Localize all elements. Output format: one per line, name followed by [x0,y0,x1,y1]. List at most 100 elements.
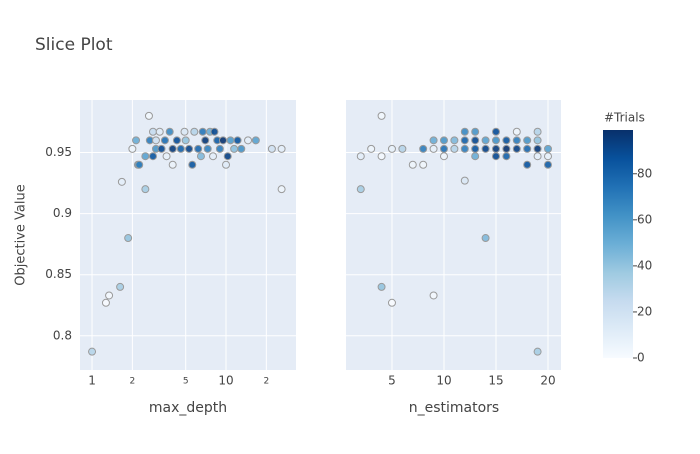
x-axis-label: max_depth [149,400,227,416]
data-point [277,185,286,194]
data-point [419,144,428,153]
data-point [215,144,224,153]
data-point [116,282,125,291]
data-point [168,160,177,169]
data-point [210,127,219,136]
data-point [172,136,181,145]
data-point [88,347,97,356]
data-point [194,144,203,153]
data-point [491,136,500,145]
colorbar-tick-label: 20 [637,304,652,318]
data-point [105,291,114,300]
x-tick-label: 5 [388,374,396,388]
data-point [481,144,490,153]
data-point [277,144,286,153]
data-point [471,127,480,136]
y-tick-label: 0.85 [45,267,72,281]
data-point [267,144,276,153]
x-tick-label: 15 [488,374,503,388]
data-point [135,160,144,169]
x-tick-label: 2 [130,377,136,387]
x-tick-label: 10 [218,374,233,388]
data-point [533,136,542,145]
data-point [512,144,521,153]
data-point [157,144,166,153]
data-point [185,144,194,153]
data-point [419,160,428,169]
x-tick-label: 20 [540,374,555,388]
colorbar-tick-label: 60 [637,212,652,226]
data-point [502,152,511,161]
data-point [533,127,542,136]
data-point [512,127,521,136]
data-point [429,144,438,153]
data-point [203,144,212,153]
plot-area [80,100,296,370]
data-point [151,136,160,145]
data-point [408,160,417,169]
data-point [439,152,448,161]
data-point [377,111,386,120]
data-point [155,127,164,136]
data-point [168,144,177,153]
x-tick-label: 10 [436,374,451,388]
data-point [124,234,133,243]
data-point [543,152,552,161]
data-point [471,152,480,161]
data-point [460,136,469,145]
data-point [165,127,174,136]
data-point [387,144,396,153]
data-point [450,144,459,153]
data-point [450,136,459,145]
data-point [429,136,438,145]
data-point [180,127,189,136]
colorbar-tick-label: 40 [637,258,652,272]
x-tick-label: 2 [263,377,269,387]
colorbar-tick-label: 0 [637,351,645,365]
data-point [491,152,500,161]
data-point [460,176,469,185]
data-point [196,152,205,161]
data-point [201,136,210,145]
data-point [523,160,532,169]
data-point [219,136,228,145]
data-point [533,347,542,356]
data-point [233,136,242,145]
y-tick-label: 0.95 [45,145,72,159]
data-point [533,152,542,161]
data-point [222,160,231,169]
colorbar-title: #Trials [604,111,645,125]
data-point [176,144,185,153]
data-point [481,136,490,145]
data-point [226,136,235,145]
data-point [460,127,469,136]
data-point [398,144,407,153]
data-point [132,136,141,145]
data-point [429,291,438,300]
x-tick-label: 1 [88,374,96,388]
data-point [377,152,386,161]
x-axis-label: n_estimators [409,400,499,416]
data-point [162,152,171,161]
data-point [543,144,552,153]
data-point [117,177,126,186]
data-point [387,298,396,307]
data-point [533,144,542,153]
data-point [439,136,448,145]
x-tick-label: 5 [183,377,189,387]
data-point [523,144,532,153]
data-point [144,111,153,120]
data-point [543,160,552,169]
data-point [377,282,386,291]
data-point [502,136,511,145]
data-point [188,160,197,169]
data-point [367,144,376,153]
data-point [181,136,190,145]
data-point [141,185,150,194]
data-point [491,127,500,136]
colorbar [603,130,633,358]
data-point [101,298,110,307]
data-point [523,136,532,145]
chart-title: Slice Plot [35,35,113,55]
